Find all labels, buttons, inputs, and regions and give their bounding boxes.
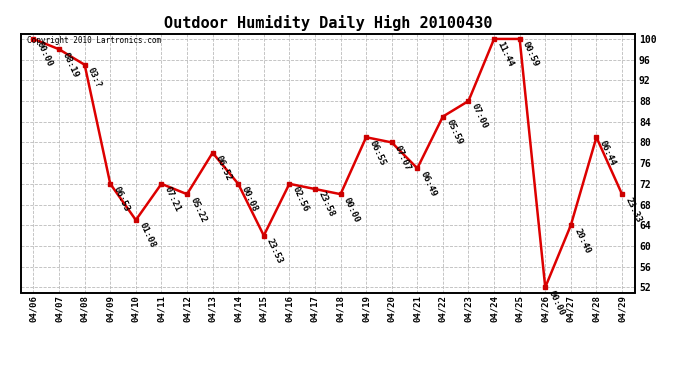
Title: Outdoor Humidity Daily High 20100430: Outdoor Humidity Daily High 20100430 xyxy=(164,15,492,31)
Text: 23:58: 23:58 xyxy=(316,190,336,219)
Text: 07:07: 07:07 xyxy=(393,144,413,172)
Text: 02:56: 02:56 xyxy=(290,185,310,213)
Text: 11:44: 11:44 xyxy=(495,40,515,69)
Text: 00:00: 00:00 xyxy=(35,40,55,69)
Text: Copyright 2010 Lartronics.com: Copyright 2010 Lartronics.com xyxy=(27,36,161,45)
Text: 20:40: 20:40 xyxy=(572,226,592,255)
Text: 00:08: 00:08 xyxy=(239,185,259,213)
Text: 05:59: 05:59 xyxy=(444,118,464,146)
Text: 00:00: 00:00 xyxy=(342,196,362,224)
Text: 07:00: 07:00 xyxy=(470,102,489,130)
Text: 06:52: 06:52 xyxy=(214,154,233,182)
Text: 00:59: 00:59 xyxy=(521,40,540,69)
Text: 23:33: 23:33 xyxy=(623,196,643,224)
Text: 06:53: 06:53 xyxy=(112,185,131,213)
Text: 00:00: 00:00 xyxy=(546,289,566,317)
Text: 06:44: 06:44 xyxy=(598,139,618,167)
Text: 06:55: 06:55 xyxy=(368,139,387,167)
Text: 06:49: 06:49 xyxy=(419,170,438,198)
Text: 01:08: 01:08 xyxy=(137,222,157,250)
Text: 08:19: 08:19 xyxy=(61,51,80,79)
Text: 03:?: 03:? xyxy=(86,66,104,90)
Text: 07:21: 07:21 xyxy=(163,185,182,213)
Text: 05:22: 05:22 xyxy=(188,196,208,224)
Text: 23:53: 23:53 xyxy=(265,237,285,265)
